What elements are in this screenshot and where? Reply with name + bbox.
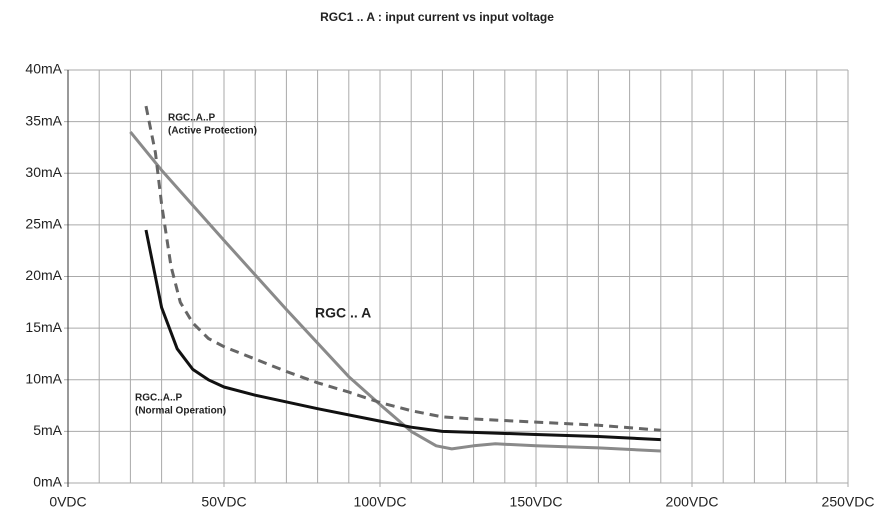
x-tick-label: 100VDC [354,494,407,510]
y-tick-label: 30mA [25,164,62,180]
annotation: (Normal Operation) [135,406,226,417]
y-tick-label: 35mA [25,112,62,128]
y-tick-label: 15mA [25,319,62,335]
y-tick-label: 25mA [25,216,62,232]
x-tick-label: 50VDC [201,494,246,510]
chart-title: RGC1 .. A : input current vs input volta… [320,10,554,24]
x-tick-label: 150VDC [510,494,563,510]
series-line [129,130,661,453]
series-line [144,105,661,432]
y-tick-label: 40mA [25,61,62,77]
x-tick-label: 0VDC [49,494,86,510]
annotation: RGC..A..P [168,113,216,124]
y-tick-label: 5mA [33,422,62,438]
y-tick-label: 0mA [33,474,62,490]
series-line [144,229,661,442]
y-tick-label: 20mA [25,267,62,283]
x-tick-label: 200VDC [666,494,719,510]
annotation: (Active Protection) [168,126,257,137]
annotation: RGC..A..P [135,393,183,404]
annotation: RGC .. A [315,305,371,321]
x-tick-label: 250VDC [822,494,875,510]
y-tick-label: 10mA [25,370,62,386]
